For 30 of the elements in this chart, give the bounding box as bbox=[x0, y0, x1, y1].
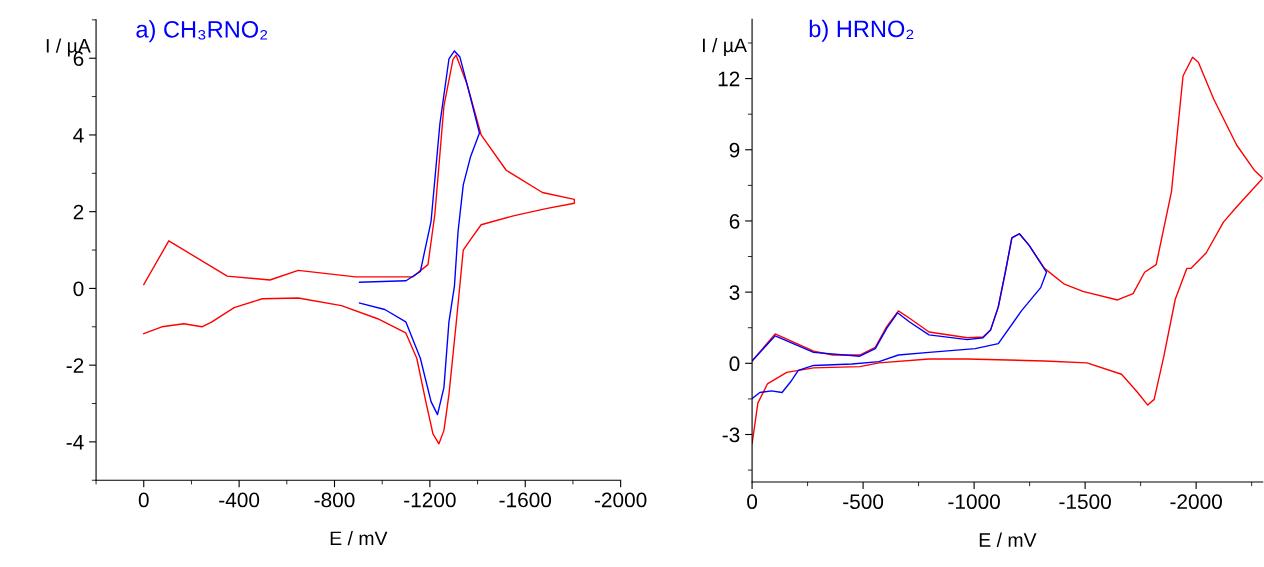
y-tick-label: -2 bbox=[66, 358, 84, 373]
y-tick-label: 9 bbox=[729, 142, 740, 158]
x-tick-label: -800 bbox=[314, 492, 355, 508]
x-tick-label: -2000 bbox=[594, 492, 647, 508]
y-tick-label: 3 bbox=[729, 285, 740, 300]
line-series bbox=[358, 50, 481, 416]
y-tick-label: 6 bbox=[729, 213, 740, 229]
x-tick-label: -1500 bbox=[1059, 494, 1111, 510]
y-tick-label: 4 bbox=[73, 128, 84, 143]
x-tick-label: -400 bbox=[219, 492, 260, 508]
x-tick-label: 0 bbox=[747, 494, 758, 510]
line-series bbox=[143, 54, 576, 445]
x-tick-label: 0 bbox=[138, 492, 149, 508]
x-axis-title: E / mV bbox=[979, 532, 1037, 547]
y-tick-label: 0 bbox=[729, 356, 740, 372]
x-axis-title: E / mV bbox=[330, 530, 388, 546]
y-axis-title: I / µA bbox=[702, 37, 747, 57]
x-tick-label: -2000 bbox=[1170, 494, 1222, 510]
y-tick-label: -3 bbox=[722, 427, 740, 443]
chart-title: a) CH₃RNO₂ bbox=[136, 20, 268, 43]
y-tick-label: 12 bbox=[718, 71, 740, 87]
x-tick-label: -1000 bbox=[948, 494, 1000, 510]
y-tick-label: -4 bbox=[66, 435, 84, 450]
x-tick-label: -1600 bbox=[499, 492, 552, 508]
chart-title: b) HRNO₂ bbox=[809, 19, 914, 42]
y-tick-label: 0 bbox=[73, 281, 84, 297]
x-tick-label: -500 bbox=[843, 494, 884, 510]
y-tick-label: 2 bbox=[73, 204, 84, 220]
line-series bbox=[752, 233, 1048, 400]
x-tick-label: -1200 bbox=[404, 492, 456, 508]
